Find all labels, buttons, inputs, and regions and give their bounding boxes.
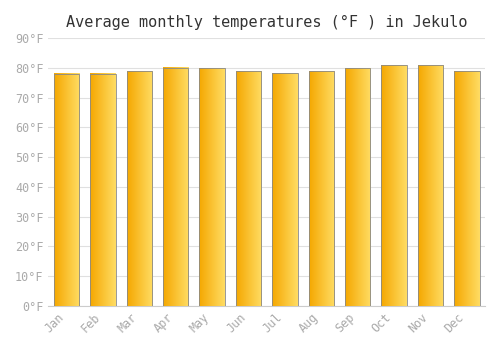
- Bar: [163, 68, 188, 306]
- Bar: [272, 73, 297, 306]
- Bar: [418, 65, 443, 306]
- Bar: [126, 71, 152, 306]
- Bar: [54, 74, 80, 306]
- Bar: [454, 71, 479, 306]
- Title: Average monthly temperatures (°F ) in Jekulo: Average monthly temperatures (°F ) in Je…: [66, 15, 468, 30]
- Bar: [236, 71, 261, 306]
- Bar: [200, 68, 225, 306]
- Bar: [308, 71, 334, 306]
- Bar: [345, 68, 370, 306]
- Bar: [382, 65, 407, 306]
- Bar: [90, 74, 116, 306]
